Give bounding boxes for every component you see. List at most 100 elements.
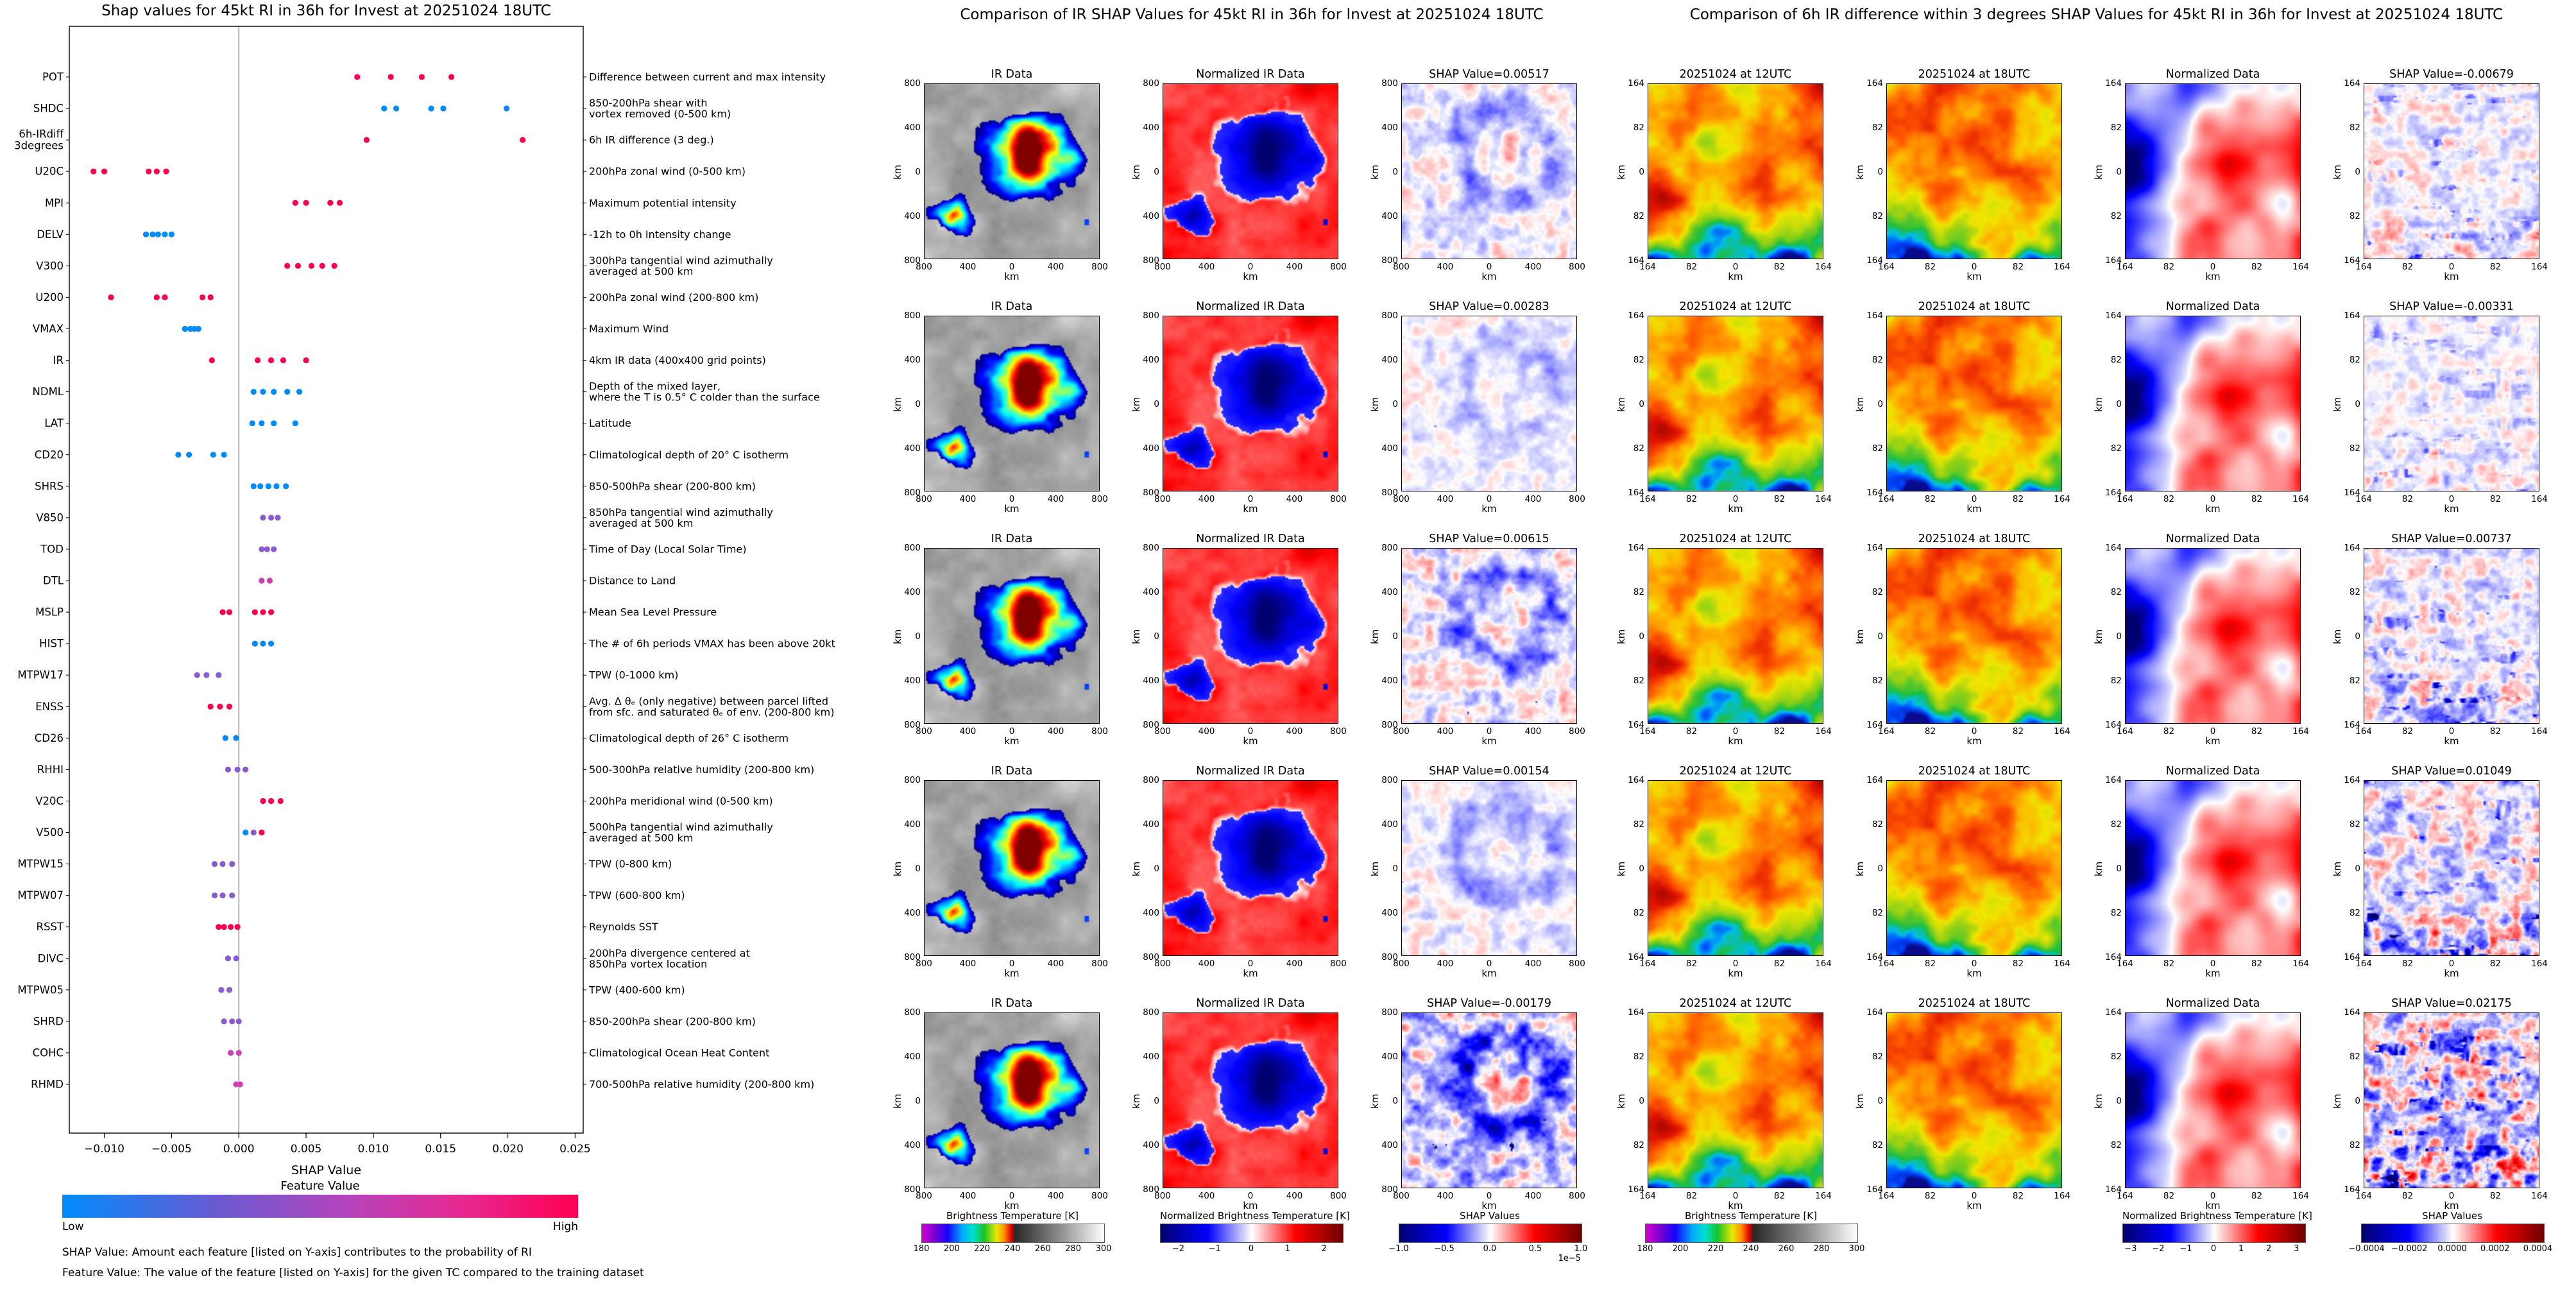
y-tick-label: 0 xyxy=(915,399,921,409)
x-tick-label: 800 xyxy=(1393,1191,1410,1201)
colorbar-tick-label: −0.0004 xyxy=(2348,1244,2385,1254)
shap-point xyxy=(226,703,233,710)
feature-label: SHDC xyxy=(33,103,64,115)
y-axis-label: km xyxy=(892,1093,903,1109)
y-ticks: 164 82 0 82 164 xyxy=(1864,1008,1886,1194)
map-panel-row2-col1: IR Data km 800 400 0 400 800 800 400 0 400 800 km xyxy=(892,299,1132,531)
y-tick-label: 164 xyxy=(1866,1184,1883,1195)
y-ticks: 800 400 0 400 800 xyxy=(1379,543,1401,730)
map-title: 20251024 at 18UTC xyxy=(1918,300,2031,313)
x-tick-label: 164 xyxy=(1639,726,1656,737)
feature-label: MTPW15 xyxy=(17,858,64,870)
y-tick-label: 0 xyxy=(915,167,921,177)
shap-footnote-2: Feature Value: The value of the feature … xyxy=(62,1267,644,1279)
x-tick-label: 400 xyxy=(1286,726,1303,737)
y-tick-label: 164 xyxy=(2344,488,2360,498)
map-image xyxy=(2125,83,2301,260)
shap-point xyxy=(275,515,281,521)
map-title: 20251024 at 18UTC xyxy=(1918,533,2031,545)
map-title: SHAP Value=0.00737 xyxy=(2391,533,2512,545)
colorbar-cell: Normalized Brightness Temperature [K] −2−… xyxy=(1132,1210,1370,1263)
x-tick-label: 164 xyxy=(1815,959,1832,969)
x-ticks: 164 82 0 82 164 xyxy=(2117,260,2309,272)
x-tick-label: 800 xyxy=(1330,494,1347,504)
x-ticks: 164 82 0 82 164 xyxy=(1639,493,1832,504)
colorbar-cell: Brightness Temperature [K] 180 200 220 240 26… xyxy=(1617,1210,1865,1254)
shap-footnote-1: SHAP Value: Amount each feature [listed … xyxy=(62,1246,532,1259)
feature-desc: Climatological depth of 20° C isotherm xyxy=(589,448,789,461)
colorbar-label: SHAP Values xyxy=(1460,1210,1520,1222)
colorbar-cell: SHAP Values −1.0 −0.5 0.0 0.5 1.0 1e−5 xyxy=(1370,1210,1609,1263)
shap-point xyxy=(292,200,298,206)
y-tick-label: 82 xyxy=(2110,908,2122,918)
x-ticks: 164 82 0 82 164 xyxy=(1639,1190,1832,1201)
shap-point xyxy=(271,389,277,395)
x-axis-label: km xyxy=(2444,503,2459,515)
y-tick-label: 400 xyxy=(1143,819,1159,830)
shap-point xyxy=(153,168,160,175)
x-tick-label: 0 xyxy=(1247,959,1254,969)
map-panel-row3-col2: Normalized IR Data km 800 400 0 400 800 800 400 0… xyxy=(1130,531,1370,764)
map-canvas-ir xyxy=(924,548,1100,724)
map-panel-row1-col4: SHAP Value=-0.00679 km 164 82 0 82 164 164 82 0 82… xyxy=(2332,67,2572,299)
x-tick-label: 800 xyxy=(1330,1191,1347,1201)
x-axis-label: km xyxy=(2444,271,2459,282)
shap-point xyxy=(194,672,200,678)
x-axis-label: km xyxy=(2205,968,2221,979)
y-tick-label: 82 xyxy=(2349,443,2360,454)
y-tick-label: 800 xyxy=(904,1184,921,1195)
feature-desc: 4km IR data (400x400 grid points) xyxy=(589,354,766,366)
map-title: Normalized IR Data xyxy=(1196,300,1305,313)
x-axis-label: SHAP Value xyxy=(291,1163,361,1177)
shap-point xyxy=(217,703,223,710)
colorbar-tick-label: 3 xyxy=(2294,1244,2299,1254)
shap-point xyxy=(207,703,214,710)
y-axis-label: km xyxy=(1616,861,1627,876)
map-panel-row3-col1: 20251024 at 12UTC km 164 82 0 82 164 164 82 0 82 16… xyxy=(1616,531,1855,764)
x-ticks: 800 400 0 400 800 xyxy=(916,725,1108,737)
y-tick-label: 0 xyxy=(1392,399,1398,409)
colorbar: Brightness Temperature [K] 180 200 220 240 26… xyxy=(893,1210,1132,1254)
y-axis-label: km xyxy=(1616,1093,1627,1109)
x-tick-label: 164 xyxy=(1815,494,1832,504)
colorbar-gradient xyxy=(1160,1224,1343,1243)
shap-point xyxy=(268,640,275,647)
x-tick-label: 164 xyxy=(2531,1191,2548,1201)
shap-point xyxy=(284,262,291,269)
y-tick-label: 0 xyxy=(1639,1096,1644,1106)
map-canvas-shapdiff xyxy=(2364,83,2539,259)
y-tick-label: 0 xyxy=(2355,399,2360,409)
map-canvas-shapsmall xyxy=(1401,316,1577,491)
shap-point xyxy=(108,294,114,301)
map-panel-row1-col2: Normalized IR Data km 800 400 0 400 800 800 400 0… xyxy=(1130,67,1370,299)
y-tick-label: 82 xyxy=(2349,676,2360,686)
colorbar: SHAP Values −0.0004 −0.0002 0.0000 0.0002 0.0… xyxy=(2333,1210,2572,1254)
map-canvas-shapdiff xyxy=(2364,316,2539,491)
x-axis-label: km xyxy=(1243,735,1258,747)
feature-label: V850 xyxy=(36,511,64,524)
y-ticks: 164 82 0 82 164 xyxy=(2342,1008,2364,1194)
y-tick-label: 800 xyxy=(1381,78,1398,89)
map-image xyxy=(924,780,1100,957)
colorbar-gradient xyxy=(1645,1224,1858,1243)
x-tick-label: 82 xyxy=(1924,959,1936,969)
shap-point xyxy=(265,483,271,490)
y-axis-label: km xyxy=(1854,861,1866,876)
x-tick-label: 82 xyxy=(1924,1191,1936,1201)
x-tick-label: 82 xyxy=(2012,726,2024,737)
y-tick-label: 400 xyxy=(904,355,921,365)
map-panel-row5-col2: 20251024 at 18UTC km 164 82 0 82 164 164 82 0 82 16… xyxy=(1854,996,2094,1228)
y-axis-label: km xyxy=(2093,861,2104,876)
x-tick-label: 400 xyxy=(959,726,977,737)
map-title: Normalized Data xyxy=(2165,68,2260,81)
y-ticks: 164 82 0 82 164 xyxy=(2103,543,2125,730)
y-tick-label: 164 xyxy=(1866,543,1883,553)
x-tick-label: 164 xyxy=(2292,959,2309,969)
x-tick-label: 400 xyxy=(1198,494,1215,504)
y-tick-label: 800 xyxy=(1143,78,1159,89)
diff-comparison-colorbars: Brightness Temperature [K] 180 200 220 240 26… xyxy=(1617,1210,2572,1254)
shap-point xyxy=(273,483,280,490)
y-tick-label: 164 xyxy=(1866,488,1883,498)
feature-desc: TPW (0-1000 km) xyxy=(588,669,678,681)
feature-label: NDML xyxy=(33,386,64,398)
